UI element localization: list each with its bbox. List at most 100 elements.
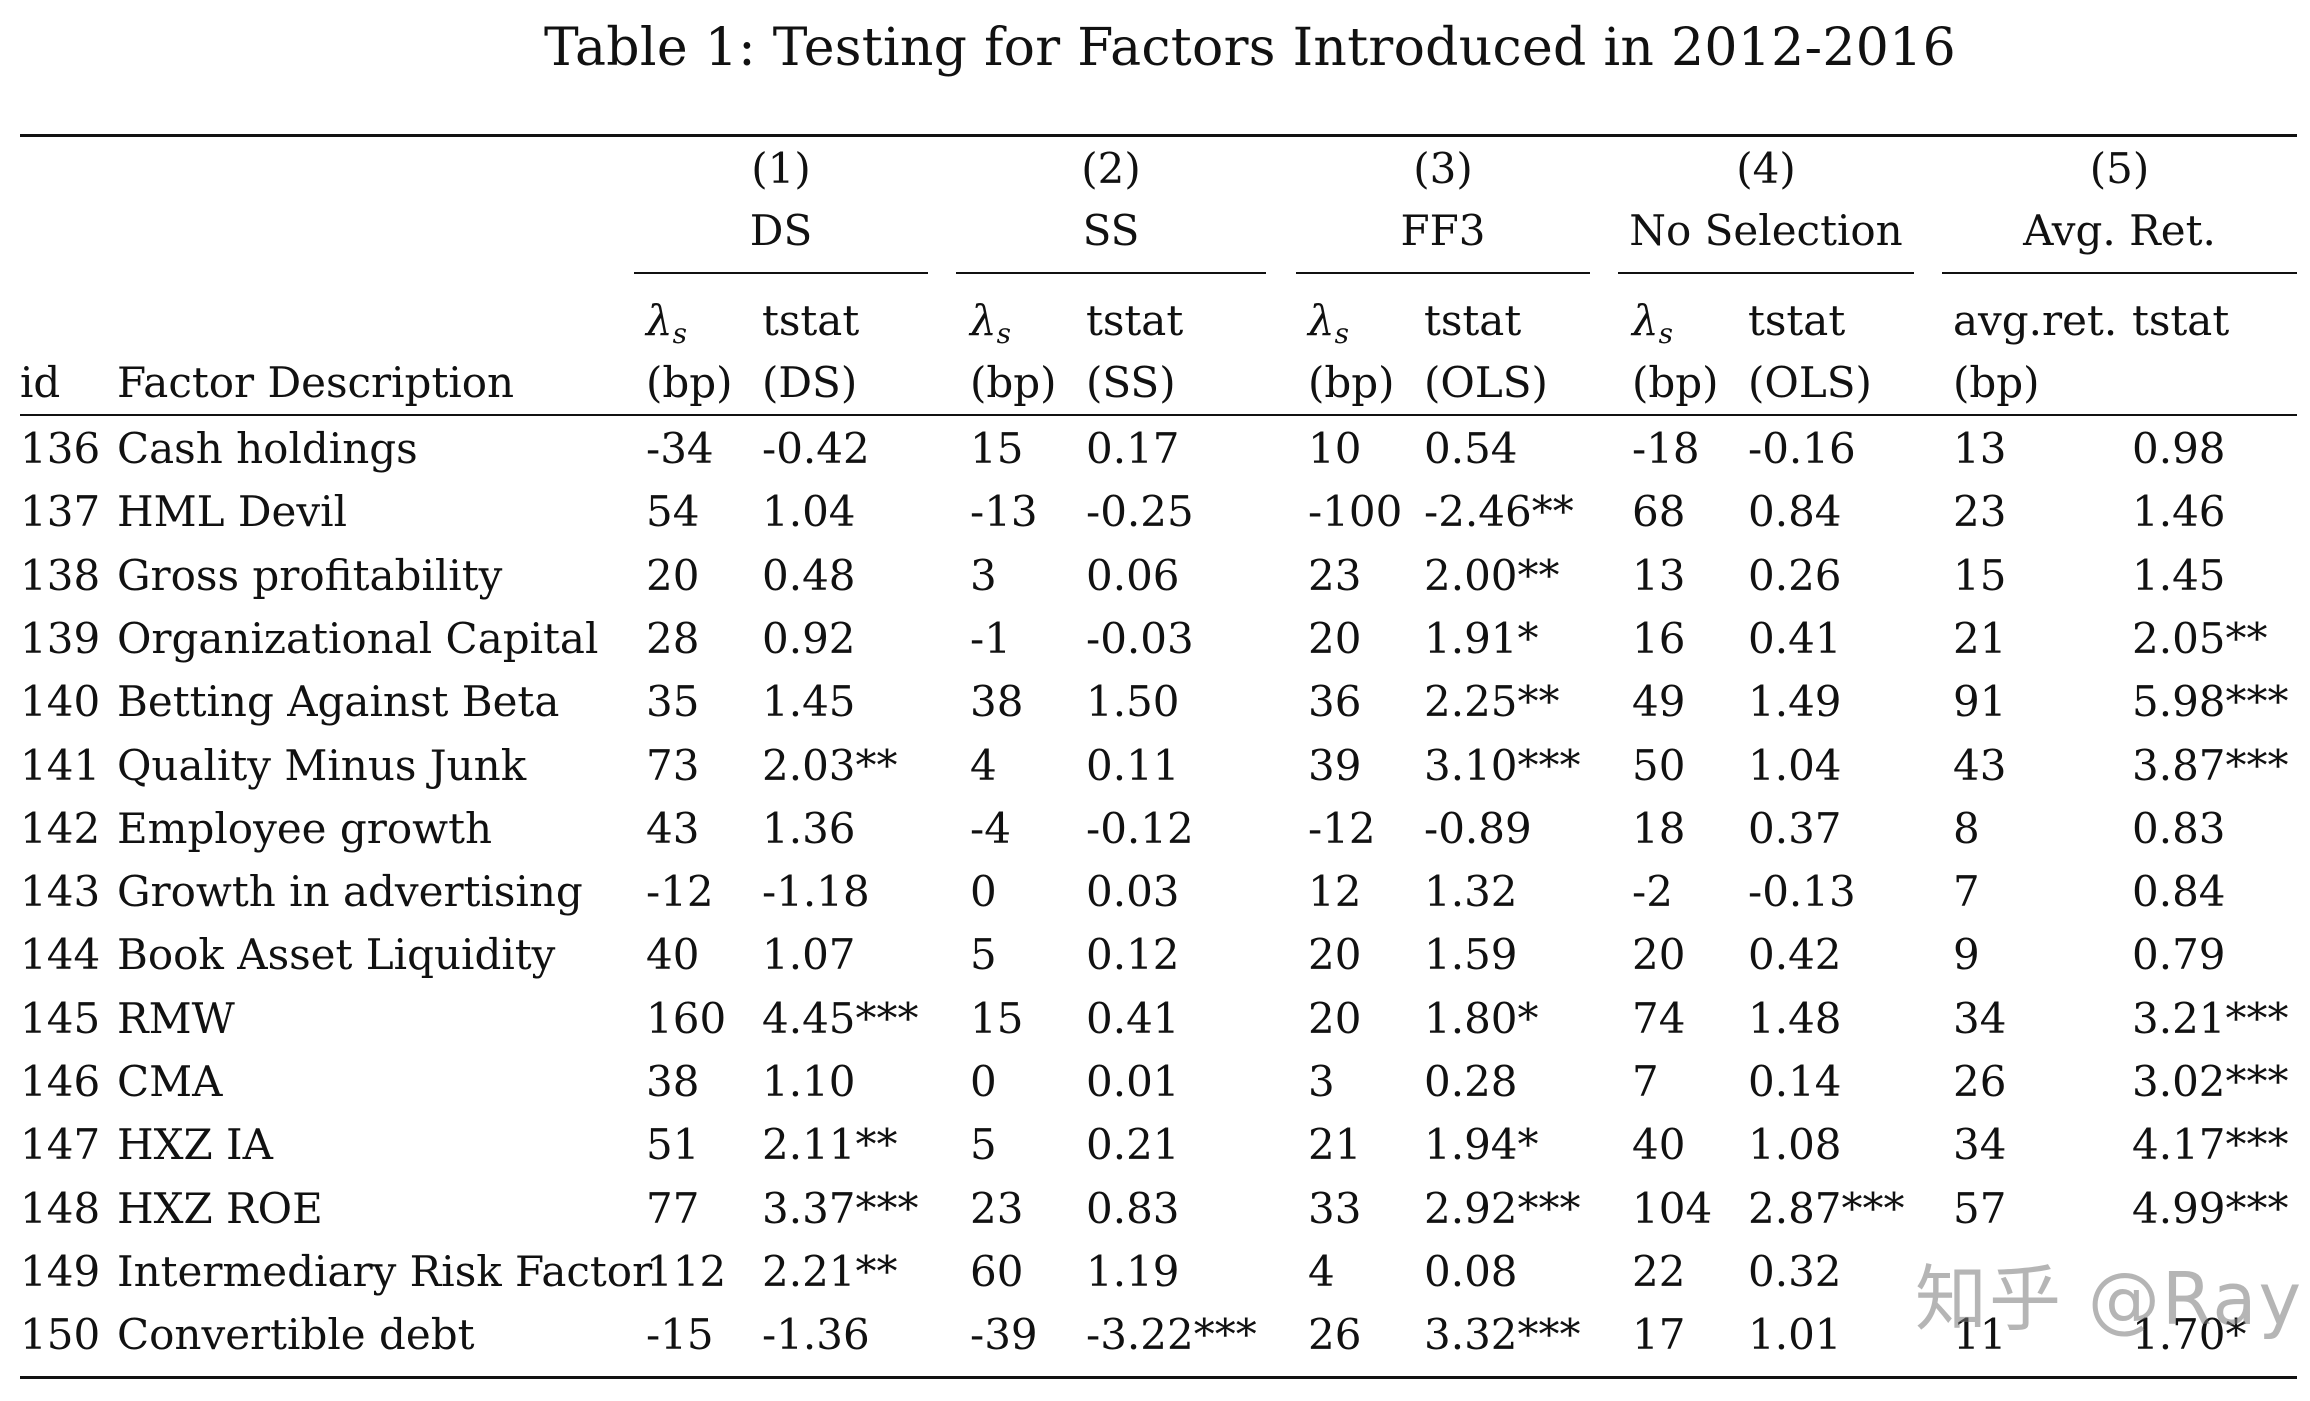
table-cell: 1.07 [762, 930, 856, 979]
table-cell: 43 [1953, 741, 2007, 790]
table-cell: -0.25 [1086, 487, 1194, 536]
table-cell: 1.01 [1748, 1310, 1842, 1359]
table-cell: 36 [1308, 677, 1362, 726]
tstat-header-5: tstat [2132, 296, 2230, 345]
description-header: Factor Description [117, 358, 515, 407]
table-cell: 11 [1953, 1310, 2007, 1359]
table-cell: -0.89 [1424, 804, 1532, 853]
factor-description: Organizational Capital [117, 614, 599, 663]
tstat-header-4: tstat [1748, 296, 1846, 345]
factor-description: Cash holdings [117, 424, 418, 473]
table-cell: 26 [1308, 1310, 1362, 1359]
table-cell: 38 [970, 677, 1024, 726]
bottom-rule [20, 1376, 2297, 1379]
bp-unit-3: (bp) [1308, 358, 1395, 407]
table-cell: 0.79 [2132, 930, 2226, 979]
id-header: id [20, 358, 61, 407]
factor-description: Quality Minus Junk [117, 741, 527, 790]
table-cell: 77 [646, 1184, 700, 1233]
table-cell: 20 [1308, 994, 1362, 1043]
table-cell: 0.14 [1748, 1057, 1842, 1106]
table-cell: 17 [1632, 1310, 1686, 1359]
table-cell: -4 [970, 804, 1011, 853]
table-cell: 1.48 [1748, 994, 1842, 1043]
table-cell: 28 [646, 614, 700, 663]
table-cell: 0.84 [1748, 487, 1842, 536]
row-id: 139 [20, 614, 101, 663]
table-cell: 21 [1308, 1120, 1362, 1169]
table-cell: 1.19 [1086, 1247, 1180, 1296]
table-cell: 20 [1308, 930, 1362, 979]
table-cell: 2.03** [762, 741, 898, 790]
table-cell: 0.26 [1748, 551, 1842, 600]
table-cell: 3 [970, 551, 997, 600]
row-id: 148 [20, 1184, 101, 1233]
table-cell: 15 [970, 424, 1024, 473]
factor-description: RMW [117, 994, 235, 1043]
row-id: 141 [20, 741, 101, 790]
table-cell: 91 [1953, 677, 2007, 726]
table-cell: 0.17 [1086, 424, 1180, 473]
table-cell: 4.17*** [2132, 1120, 2289, 1169]
tstat-header-3: tstat [1424, 296, 1522, 345]
lambda-header-4: λs [1632, 296, 1673, 350]
table-cell: 0.42 [1748, 930, 1842, 979]
table-cell: -0.12 [1086, 804, 1194, 853]
table-cell: 16 [1632, 614, 1686, 663]
table-cell: 2.11** [762, 1120, 898, 1169]
group-rule-1 [634, 272, 928, 274]
table-cell: 1.46 [2132, 487, 2226, 536]
table-cell: 15 [1953, 551, 2007, 600]
table-cell: 0.83 [2132, 804, 2226, 853]
row-id: 136 [20, 424, 101, 473]
bp-unit-1: (bp) [646, 358, 733, 407]
table-cell: 23 [1953, 487, 2007, 536]
table-cell: 3.02*** [2132, 1057, 2289, 1106]
table-cell: -34 [646, 424, 714, 473]
table-cell: 0.01 [1086, 1057, 1180, 1106]
group-number-4: (4) [1736, 144, 1796, 193]
table-cell: 5 [970, 1120, 997, 1169]
table-cell: 2.05** [2132, 614, 2268, 663]
table-cell: -12 [646, 867, 714, 916]
table-cell: 0.32 [1748, 1247, 1842, 1296]
row-id: 143 [20, 867, 101, 916]
table-cell: -13 [970, 487, 1038, 536]
row-id: 150 [20, 1310, 101, 1359]
group-number-3: (3) [1413, 144, 1473, 193]
factor-description: HML Devil [117, 487, 347, 536]
table-cell: 0.12 [1086, 930, 1180, 979]
table-cell: 9 [1953, 930, 1980, 979]
table-cell: -0.42 [762, 424, 870, 473]
table-cell: 0.41 [1086, 994, 1180, 1043]
table-cell: 4.99*** [2132, 1184, 2289, 1233]
tstat-method-4: (OLS) [1748, 358, 1872, 407]
table-cell: 1.91* [1424, 614, 1539, 663]
table-cell: -12 [1308, 804, 1376, 853]
tstat-header-1: tstat [762, 296, 860, 345]
table-cell: 3.21*** [2132, 994, 2289, 1043]
table-cell: 0.06 [1086, 551, 1180, 600]
table-cell: 40 [646, 930, 700, 979]
top-rule [20, 134, 2297, 137]
table-cell: 5 [970, 930, 997, 979]
group-number-2: (2) [1081, 144, 1141, 193]
table-cell: -15 [646, 1310, 714, 1359]
table-cell: -18 [1632, 424, 1700, 473]
tstat-method-3: (OLS) [1424, 358, 1548, 407]
table-cell: 2.00** [1424, 551, 1560, 600]
table-cell: 40 [1632, 1120, 1686, 1169]
table-cell: 7 [1953, 867, 1980, 916]
table-cell: 7 [1632, 1057, 1659, 1106]
factor-description: Book Asset Liquidity [117, 930, 556, 979]
table-cell: 3 [1308, 1057, 1335, 1106]
table-cell: 3.10*** [1424, 741, 1581, 790]
table-cell: 12 [1308, 867, 1362, 916]
table-cell: -3.22*** [1086, 1310, 1257, 1359]
table-cell: 0.84 [2132, 867, 2226, 916]
table-cell: 20 [1632, 930, 1686, 979]
table-cell: 0.21 [1086, 1120, 1180, 1169]
table-cell: 8 [1953, 804, 1980, 853]
table-cell: 3.87*** [2132, 741, 2289, 790]
group-name-5: Avg. Ret. [2023, 206, 2216, 255]
